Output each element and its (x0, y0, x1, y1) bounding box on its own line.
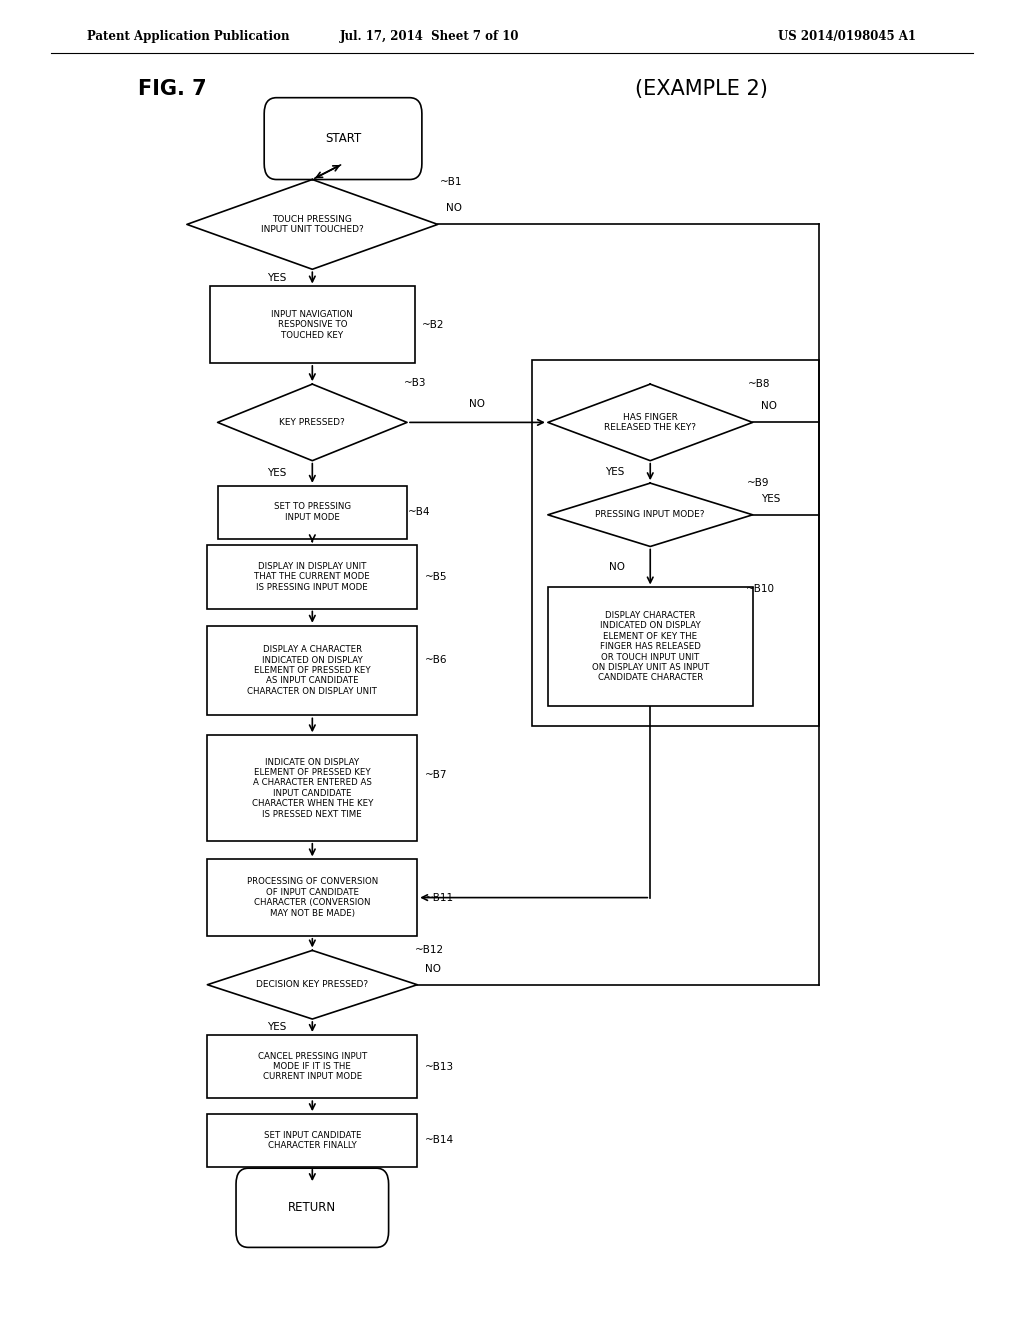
Text: NO: NO (608, 562, 625, 572)
Text: YES: YES (267, 469, 287, 478)
Text: PRESSING INPUT MODE?: PRESSING INPUT MODE? (596, 511, 705, 519)
Bar (207, 1035, 418, 1098)
FancyBboxPatch shape (236, 1168, 388, 1247)
Text: YES: YES (605, 467, 625, 477)
Text: ~B1: ~B1 (440, 177, 463, 187)
Bar (207, 735, 418, 841)
Text: DISPLAY IN DISPLAY UNIT
THAT THE CURRENT MODE
IS PRESSING INPUT MODE: DISPLAY IN DISPLAY UNIT THAT THE CURRENT… (254, 562, 371, 591)
Text: ~B14: ~B14 (425, 1135, 454, 1146)
Bar (207, 626, 418, 715)
Text: Patent Application Publication: Patent Application Publication (87, 30, 290, 44)
Bar (548, 587, 753, 706)
Text: ~B12: ~B12 (415, 945, 443, 956)
Text: SET INPUT CANDIDATE
CHARACTER FINALLY: SET INPUT CANDIDATE CHARACTER FINALLY (263, 1131, 361, 1150)
Text: ~B2: ~B2 (422, 319, 444, 330)
Text: KEY PRESSED?: KEY PRESSED? (280, 418, 345, 426)
Text: Jul. 17, 2014  Sheet 7 of 10: Jul. 17, 2014 Sheet 7 of 10 (340, 30, 520, 44)
Text: NO: NO (761, 401, 777, 412)
Polygon shape (217, 384, 407, 461)
Text: YES: YES (267, 1022, 287, 1032)
Text: ~B3: ~B3 (403, 378, 426, 388)
Text: ~B13: ~B13 (425, 1061, 454, 1072)
Polygon shape (548, 483, 753, 546)
Text: DECISION KEY PRESSED?: DECISION KEY PRESSED? (256, 981, 369, 989)
Text: US 2014/0198045 A1: US 2014/0198045 A1 (778, 30, 916, 44)
Text: ~B7: ~B7 (425, 770, 447, 780)
Text: PROCESSING OF CONVERSION
OF INPUT CANDIDATE
CHARACTER (CONVERSION
MAY NOT BE MAD: PROCESSING OF CONVERSION OF INPUT CANDID… (247, 878, 378, 917)
Text: NO: NO (426, 964, 441, 974)
Text: ~B5: ~B5 (425, 572, 447, 582)
Bar (207, 545, 418, 609)
Text: TOUCH PRESSING
INPUT UNIT TOUCHED?: TOUCH PRESSING INPUT UNIT TOUCHED? (261, 215, 364, 234)
Text: RETURN: RETURN (289, 1201, 336, 1214)
Text: YES: YES (267, 273, 287, 282)
Text: ~B9: ~B9 (746, 478, 769, 488)
Bar (210, 286, 415, 363)
Text: ~B6: ~B6 (425, 655, 447, 665)
Polygon shape (548, 384, 753, 461)
Text: ~B4: ~B4 (408, 507, 430, 517)
Bar (207, 1114, 418, 1167)
Bar (532, 360, 819, 726)
Text: INPUT NAVIGATION
RESPONSIVE TO
TOUCHED KEY: INPUT NAVIGATION RESPONSIVE TO TOUCHED K… (271, 310, 353, 339)
Text: START: START (325, 132, 361, 145)
Text: HAS FINGER
RELEASED THE KEY?: HAS FINGER RELEASED THE KEY? (604, 413, 696, 432)
Text: ~B10: ~B10 (745, 583, 774, 594)
Text: INDICATE ON DISPLAY
ELEMENT OF PRESSED KEY
A CHARACTER ENTERED AS
INPUT CANDIDAT: INDICATE ON DISPLAY ELEMENT OF PRESSED K… (252, 758, 373, 818)
Text: ~B8: ~B8 (748, 379, 770, 389)
Text: FIG. 7: FIG. 7 (138, 79, 207, 99)
Text: CANCEL PRESSING INPUT
MODE IF IT IS THE
CURRENT INPUT MODE: CANCEL PRESSING INPUT MODE IF IT IS THE … (258, 1052, 367, 1081)
Text: DISPLAY A CHARACTER
INDICATED ON DISPLAY
ELEMENT OF PRESSED KEY
AS INPUT CANDIDA: DISPLAY A CHARACTER INDICATED ON DISPLAY… (248, 645, 377, 696)
Bar (217, 486, 407, 539)
Text: ~B11: ~B11 (425, 892, 454, 903)
Text: YES: YES (761, 494, 780, 504)
Text: DISPLAY CHARACTER
INDICATED ON DISPLAY
ELEMENT OF KEY THE
FINGER HAS RELEASED
OR: DISPLAY CHARACTER INDICATED ON DISPLAY E… (592, 611, 709, 682)
Polygon shape (207, 950, 418, 1019)
Text: NO: NO (469, 399, 485, 409)
Text: NO: NO (446, 203, 462, 214)
Bar (207, 859, 418, 936)
FancyBboxPatch shape (264, 98, 422, 180)
Polygon shape (186, 180, 438, 269)
Text: SET TO PRESSING
INPUT MODE: SET TO PRESSING INPUT MODE (273, 503, 351, 521)
Text: (EXAMPLE 2): (EXAMPLE 2) (635, 79, 768, 99)
